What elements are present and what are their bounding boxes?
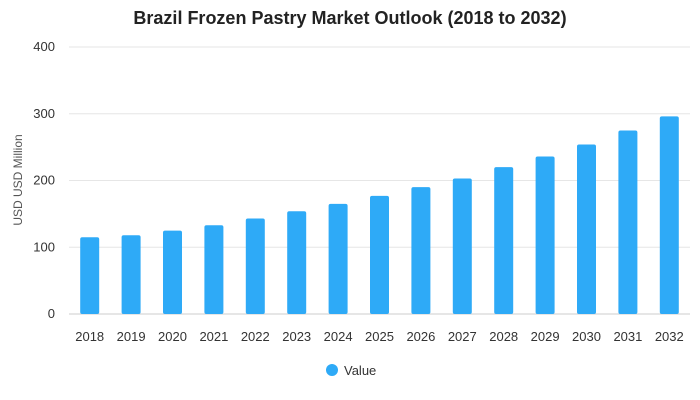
bar-2032[interactable] xyxy=(659,116,679,314)
x-tick-label: 2022 xyxy=(241,329,270,344)
x-tick-label: 2028 xyxy=(489,329,518,344)
chart-title: Brazil Frozen Pastry Market Outlook (201… xyxy=(133,8,566,28)
legend-marker xyxy=(326,364,338,376)
x-tick-label: 2021 xyxy=(199,329,228,344)
x-tick-label: 2023 xyxy=(282,329,311,344)
bar-2028[interactable] xyxy=(494,167,514,314)
x-tick-label: 2029 xyxy=(531,329,560,344)
bar-2021[interactable] xyxy=(204,225,224,314)
y-tick-label: 100 xyxy=(33,239,55,254)
x-tick-label: 2020 xyxy=(158,329,187,344)
y-axis-ticks: 0 100 200 300 400 xyxy=(33,39,55,321)
bar-2031[interactable] xyxy=(618,130,638,314)
x-tick-label: 2031 xyxy=(613,329,642,344)
bar-2024[interactable] xyxy=(328,203,348,314)
y-tick-label: 300 xyxy=(33,106,55,121)
bar-2025[interactable] xyxy=(370,195,389,314)
y-tick-label: 0 xyxy=(48,306,55,321)
x-tick-label: 2026 xyxy=(406,329,435,344)
x-tick-label: 2027 xyxy=(448,329,477,344)
y-tick-label: 200 xyxy=(33,173,55,188)
bars xyxy=(80,116,679,314)
bar-2022[interactable] xyxy=(245,218,265,314)
x-tick-label: 2018 xyxy=(75,329,104,344)
bar-2029[interactable] xyxy=(535,156,555,314)
legend-label: Value xyxy=(344,363,376,378)
x-axis-ticks: 2018 2019 2020 2021 2022 2023 2024 2025 2026 2027… xyxy=(75,329,684,344)
bar-2019[interactable] xyxy=(121,235,141,314)
bar-2018[interactable] xyxy=(80,237,100,314)
y-axis-label: USD USD Million xyxy=(11,134,25,225)
bar-2023[interactable] xyxy=(287,211,307,314)
bar-2020[interactable] xyxy=(163,230,182,314)
x-tick-label: 2024 xyxy=(324,329,353,344)
y-tick-label: 400 xyxy=(33,39,55,54)
bar-2027[interactable] xyxy=(452,178,472,314)
x-tick-label: 2032 xyxy=(655,329,684,344)
x-tick-label: 2025 xyxy=(365,329,394,344)
bar-2026[interactable] xyxy=(411,187,431,314)
legend[interactable]: Value xyxy=(326,363,376,378)
bar-2030[interactable] xyxy=(577,144,596,314)
x-tick-label: 2030 xyxy=(572,329,601,344)
x-tick-label: 2019 xyxy=(117,329,146,344)
